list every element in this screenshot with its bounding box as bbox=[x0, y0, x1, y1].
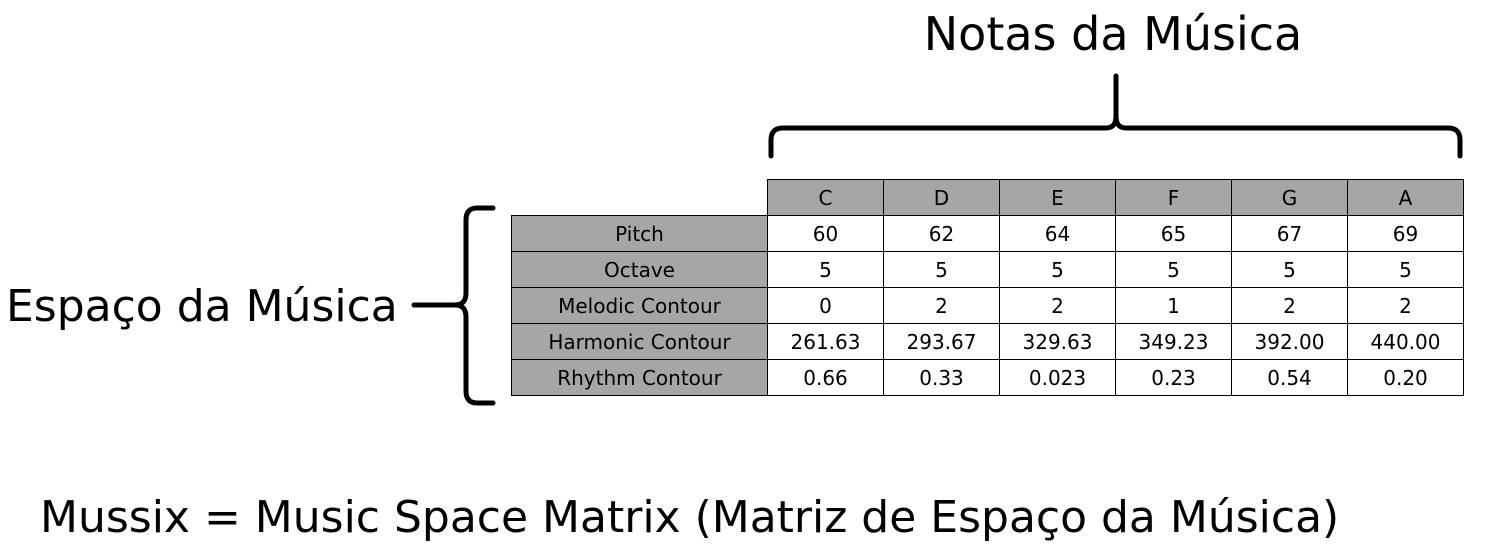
table-cell: 349.23 bbox=[1115, 323, 1232, 360]
table-cell: 69 bbox=[1347, 215, 1464, 252]
table-cell: 5 bbox=[999, 251, 1116, 288]
mussix-table: C D E F G A Pitch 60 62 64 65 67 69 Octa… bbox=[511, 179, 1464, 396]
corner-cell bbox=[512, 180, 768, 216]
table-row: Octave 5 5 5 5 5 5 bbox=[511, 251, 1464, 288]
row-header: Melodic Contour bbox=[511, 287, 768, 324]
table-cell: 0 bbox=[767, 287, 884, 324]
table-cell: 0.023 bbox=[999, 359, 1116, 396]
space-title: Espaço da Música bbox=[6, 281, 398, 332]
left-curly-brace bbox=[454, 205, 496, 406]
table-cell: 0.23 bbox=[1115, 359, 1232, 396]
table-cell: 261.63 bbox=[767, 323, 884, 360]
note-header: C bbox=[767, 179, 884, 216]
note-header-row: C D E F G A bbox=[512, 179, 1464, 216]
table-cell: 65 bbox=[1115, 215, 1232, 252]
table-cell: 62 bbox=[883, 215, 1000, 252]
table-cell: 1 bbox=[1115, 287, 1232, 324]
notes-title: Notas da Música bbox=[923, 7, 1303, 61]
row-header: Harmonic Contour bbox=[511, 323, 768, 360]
table-cell: 64 bbox=[999, 215, 1116, 252]
top-curly-brace bbox=[768, 73, 1463, 159]
table-cell: 5 bbox=[883, 251, 1000, 288]
caption-text: Mussix = Music Space Matrix (Matriz de E… bbox=[40, 492, 1340, 543]
table-cell: 5 bbox=[1347, 251, 1464, 288]
table-row: Harmonic Contour 261.63 293.67 329.63 34… bbox=[511, 323, 1464, 360]
table-cell: 60 bbox=[767, 215, 884, 252]
table-cell: 0.20 bbox=[1347, 359, 1464, 396]
table-cell: 2 bbox=[883, 287, 1000, 324]
table-row: Rhythm Contour 0.66 0.33 0.023 0.23 0.54… bbox=[511, 359, 1464, 396]
note-header: F bbox=[1115, 179, 1232, 216]
table-cell: 2 bbox=[999, 287, 1116, 324]
table-cell: 329.63 bbox=[999, 323, 1116, 360]
row-header: Pitch bbox=[511, 215, 768, 252]
note-header: A bbox=[1347, 179, 1464, 216]
table-cell: 5 bbox=[1231, 251, 1348, 288]
table-cell: 67 bbox=[1231, 215, 1348, 252]
table-cell: 293.67 bbox=[883, 323, 1000, 360]
table-cell: 0.54 bbox=[1231, 359, 1348, 396]
table-cell: 0.66 bbox=[767, 359, 884, 396]
note-header: G bbox=[1231, 179, 1348, 216]
table-row: Pitch 60 62 64 65 67 69 bbox=[511, 215, 1464, 252]
table-cell: 0.33 bbox=[883, 359, 1000, 396]
row-header: Rhythm Contour bbox=[511, 359, 768, 396]
note-header: E bbox=[999, 179, 1116, 216]
table-row: Melodic Contour 0 2 2 1 2 2 bbox=[511, 287, 1464, 324]
note-header: D bbox=[883, 179, 1000, 216]
table-cell: 2 bbox=[1231, 287, 1348, 324]
table-cell: 5 bbox=[1115, 251, 1232, 288]
row-header: Octave bbox=[511, 251, 768, 288]
table-cell: 440.00 bbox=[1347, 323, 1464, 360]
table-cell: 2 bbox=[1347, 287, 1464, 324]
table-cell: 392.00 bbox=[1231, 323, 1348, 360]
table-cell: 5 bbox=[767, 251, 884, 288]
